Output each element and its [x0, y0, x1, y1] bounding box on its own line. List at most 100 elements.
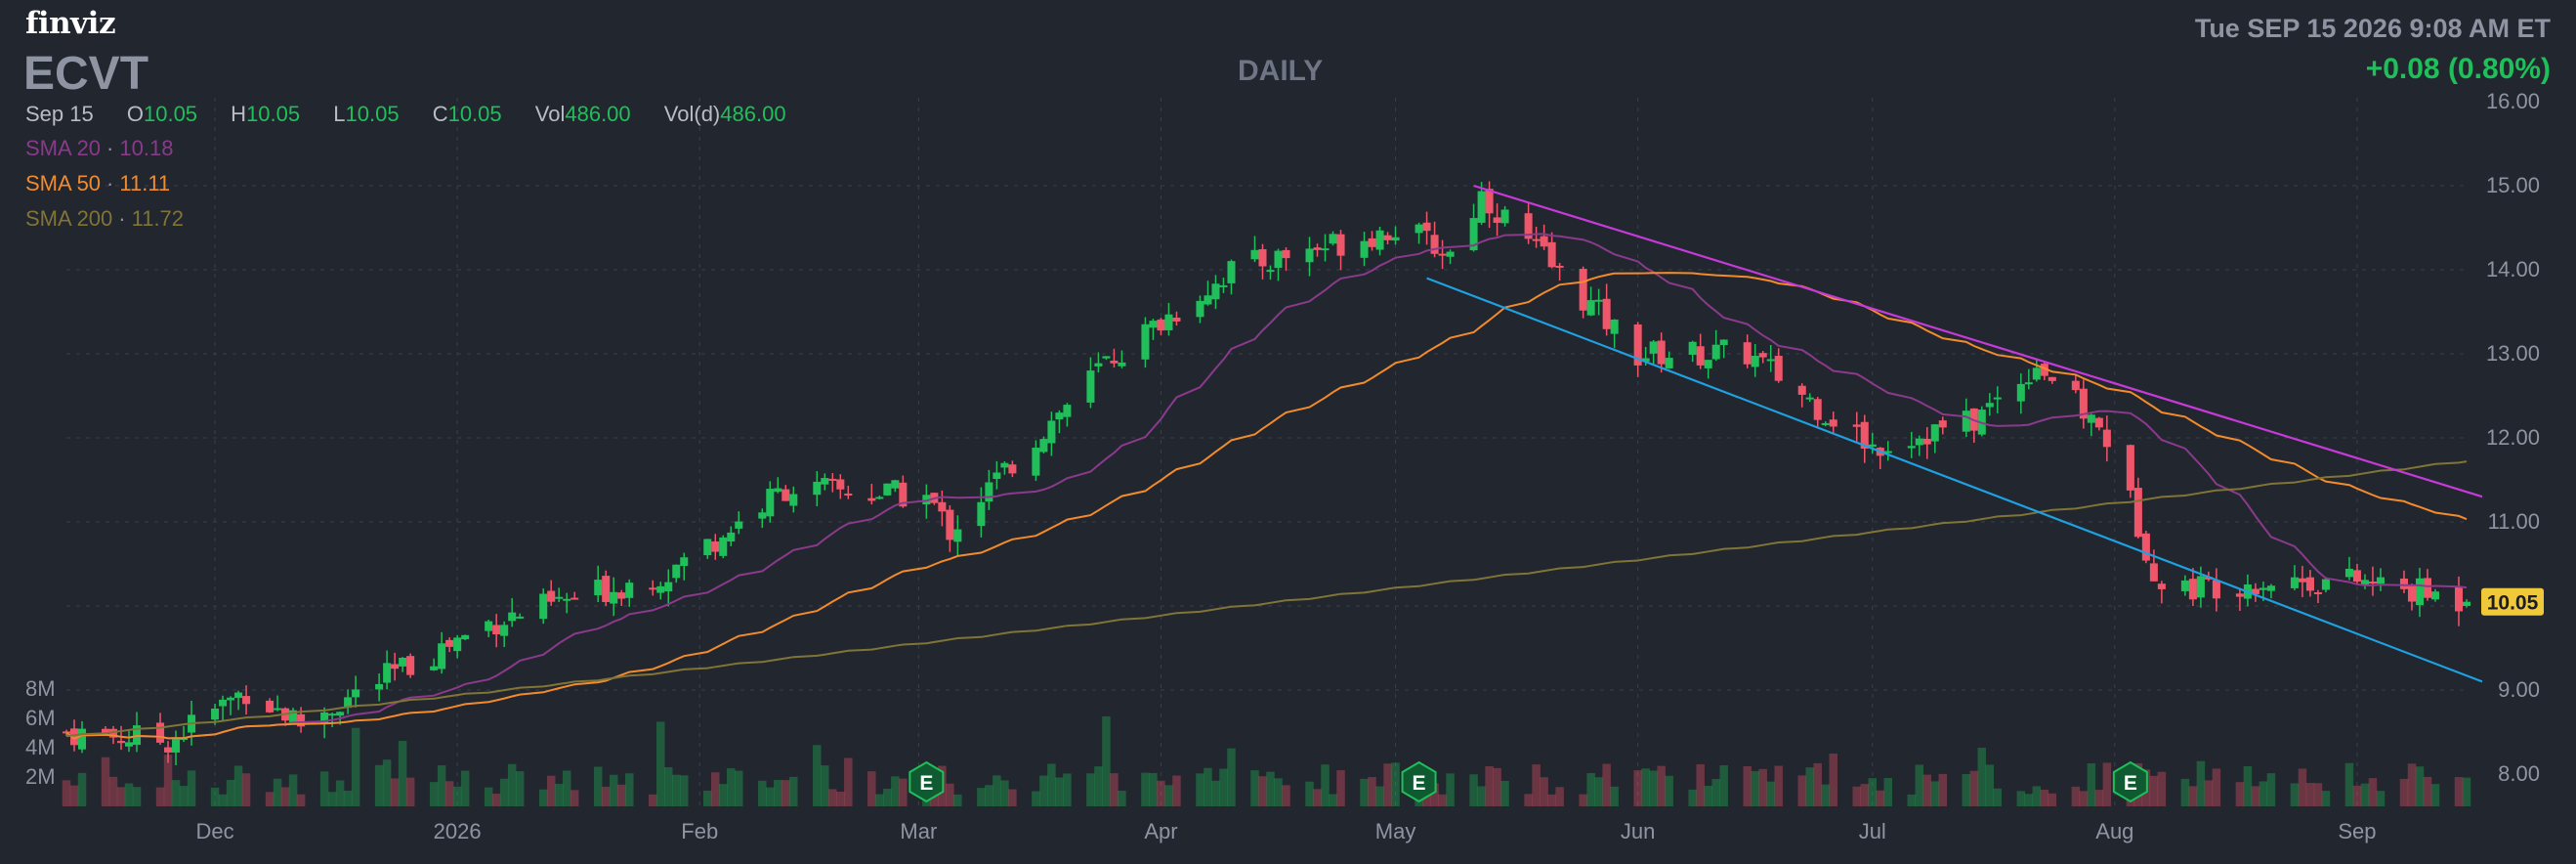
volume-bar [554, 783, 564, 806]
volume-bar [1141, 772, 1150, 806]
volume-bar [2376, 791, 2386, 806]
sma200-line [65, 460, 2468, 738]
volume-bar [1094, 766, 1103, 806]
volume-bar [1204, 767, 1212, 806]
volume-bar [116, 787, 126, 806]
earnings-badge [908, 760, 945, 803]
price-axis-label: 13.00 [2486, 341, 2540, 366]
volume-bar [1938, 773, 1948, 806]
volume-bar [1922, 774, 1932, 806]
market-datetime: Tue SEP 15 2026 9:08 AM ET [2194, 14, 2551, 43]
candle-body [656, 585, 665, 593]
volume-bar [2196, 760, 2206, 806]
candle-body [1922, 438, 1931, 445]
volume-bar [813, 745, 822, 806]
volume-bar [108, 776, 118, 806]
candle-body [1704, 360, 1712, 368]
candle-body [1813, 399, 1822, 420]
volume-bar [672, 774, 681, 806]
price-axis-label: 16.00 [2486, 89, 2540, 113]
candle-body [2016, 383, 2025, 402]
sma50-value: 11.11 [119, 171, 171, 195]
volume-bar [1805, 767, 1814, 806]
volume-bar [1485, 765, 1494, 806]
candle-body [1430, 235, 1439, 254]
candle-body [336, 712, 345, 716]
volume-bar [1985, 764, 1995, 806]
ohlc-date: Sep 15 [25, 102, 94, 126]
candle-body [1047, 420, 1056, 444]
volume-bar [1032, 791, 1040, 806]
volume-bar [711, 772, 720, 806]
candle-body [1657, 340, 1666, 365]
volume-bar [774, 780, 782, 806]
candle-body [1805, 397, 1814, 400]
volume-bar [1665, 775, 1673, 806]
candle-body [500, 625, 509, 636]
vold-value: 486.00 [720, 102, 786, 126]
candle-body [2094, 417, 2103, 428]
volume-bar [2024, 794, 2034, 806]
volume-bar [437, 765, 446, 806]
volume-bar [2094, 790, 2104, 806]
sma200-legend[interactable]: SMA 200 · 11.72 [25, 206, 185, 231]
volume-bar [2462, 777, 2471, 806]
volume-bar [727, 768, 736, 806]
candle-body [1032, 448, 1040, 476]
x-axis-label: Aug [2095, 819, 2133, 843]
candle-body [1000, 462, 1009, 468]
close-label: C [432, 102, 448, 126]
volume-bar [2102, 762, 2112, 806]
candle-body [125, 742, 134, 747]
candle-body [883, 483, 892, 496]
candle-body [1758, 353, 1767, 358]
volume-bar [2407, 763, 2417, 806]
volume-bar [1110, 773, 1119, 806]
volume-bar [656, 721, 665, 806]
volume-bar [1063, 773, 1072, 806]
candle-body [2102, 429, 2111, 448]
candle-body [1649, 341, 1658, 354]
volume-bar [1219, 768, 1228, 806]
volume-bar [296, 794, 306, 806]
low-value: 10.05 [345, 102, 400, 126]
volume-bar [1868, 778, 1877, 806]
candle-body [1063, 405, 1072, 417]
volume-bar [1969, 770, 1979, 806]
candle-body [617, 592, 626, 599]
candle-body [1055, 412, 1064, 420]
volume-bar [327, 792, 337, 806]
finviz-logo[interactable]: finviz [25, 6, 116, 41]
candle-body [1094, 363, 1103, 367]
x-axis-label: Feb [681, 819, 718, 843]
volume-bar [2415, 766, 2425, 806]
volume-bar [69, 785, 79, 806]
volume-bar [992, 775, 1001, 806]
candle-body [602, 576, 611, 603]
candle-body [172, 737, 181, 753]
volume-bar [1743, 765, 1752, 806]
volume-bar [2344, 762, 2354, 806]
candle-body [297, 713, 306, 727]
candle-body [1164, 314, 1173, 330]
volume-bar [1008, 789, 1017, 806]
volume-bar [1766, 781, 1775, 806]
volume-bar [1266, 771, 1275, 806]
open-value: 10.05 [143, 102, 198, 126]
candle-body [1532, 238, 1541, 241]
volume-bar [499, 778, 509, 806]
volume-bar [491, 794, 501, 806]
candle-body [1204, 295, 1212, 305]
volume-bar [273, 778, 282, 806]
volume-bars [62, 715, 2471, 806]
candle-body [1641, 358, 1650, 362]
candle-body [1227, 261, 1236, 283]
volume-bar [2430, 784, 2440, 806]
candle-body [703, 539, 712, 556]
volume-bar [1540, 777, 1548, 806]
sma20-legend[interactable]: SMA 20 · 10.18 [25, 136, 174, 160]
volume-bar [1157, 780, 1165, 806]
sma50-legend[interactable]: SMA 50 · 11.11 [25, 171, 171, 195]
volume-bar [1657, 765, 1666, 806]
